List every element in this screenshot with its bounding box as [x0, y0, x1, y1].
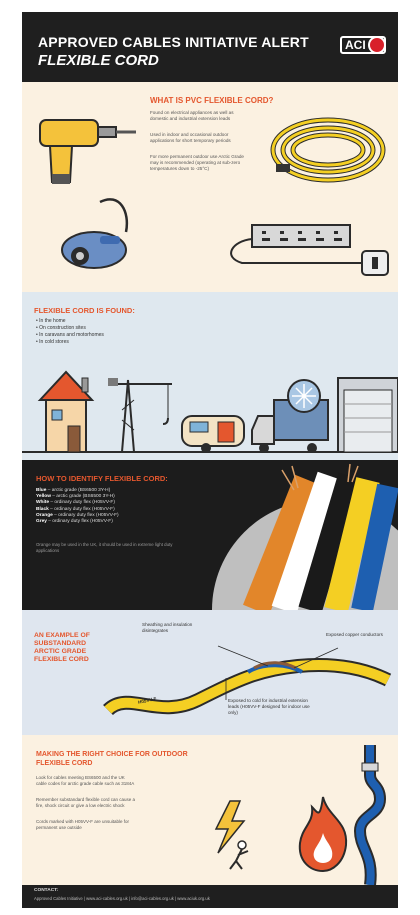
- header-subtitle: FLEXIBLE CORD: [38, 52, 159, 69]
- colour-code-row: White – ordinary duty flex (H05VV-F): [36, 500, 115, 506]
- house-icon: [37, 370, 95, 453]
- choice-paragraph: Remember substandard flexible cord can c…: [36, 797, 136, 808]
- footer-contact[interactable]: Approved Cables Initiative | www.aci-cab…: [34, 896, 210, 901]
- example-heading: AN EXAMPLE OF SUBSTANDARD ARCTIC GRADE F…: [34, 632, 90, 663]
- blue-arctic-cable-icon: [353, 745, 387, 885]
- colour-code-row: Grey – ordinary duty flex (H05VV-F): [36, 519, 113, 525]
- damaged-cable-illustration: [103, 645, 392, 716]
- list-item: • In caravans and motorhomes: [36, 332, 104, 338]
- header-title: APPROVED CABLES INITIATIVE ALERT: [38, 34, 309, 50]
- coiled-yellow-cable-icon: [270, 117, 386, 183]
- drill-icon: [39, 119, 136, 184]
- truck-icon: [251, 379, 329, 453]
- colour-code-row: Black – ordinary duty flex (H05VV-F): [36, 506, 115, 512]
- vacuum-cleaner-icon: [61, 198, 129, 269]
- footer: CONTACT: Approved Cables Initiative | ww…: [22, 885, 398, 908]
- what-is-heading: WHAT IS PVC FLEXIBLE CORD?: [150, 96, 274, 105]
- cable-cross-section-icon: [212, 463, 398, 610]
- logo-text: ACI: [345, 38, 366, 52]
- what-is-paragraph: For more permanent outdoor use Arctic Gr…: [150, 154, 244, 171]
- header: APPROVED CABLES INITIATIVE ALERT FLEXIBL…: [22, 12, 398, 82]
- identify-section: HOW TO IDENTIFY FLEXIBLE CORD: Blue – ar…: [22, 460, 398, 610]
- what-is-section: WHAT IS PVC FLEXIBLE CORD? Found on elec…: [22, 82, 398, 292]
- logo-plug-icon: [368, 36, 386, 54]
- fire-icon: [298, 796, 348, 873]
- identify-note: Orange may be used in the UK, it should …: [36, 542, 173, 553]
- found-list: • In the home • On construction sites • …: [36, 318, 104, 346]
- colour-code-list: Blue – arctic grade (BS6500 3Y-H) Yellow…: [36, 488, 119, 525]
- cold-store-icon: [337, 377, 398, 453]
- locations-scene: [22, 370, 398, 453]
- colour-code-row: Blue – arctic grade (BS6500 3Y-H): [36, 488, 111, 493]
- annotation-copper: Exposed copper conductors: [326, 632, 383, 637]
- list-item: • In cold stores: [36, 339, 69, 345]
- choice-paragraph: Cords marked with H05VV-F are unsuitable…: [36, 819, 130, 830]
- what-is-paragraph: Used in indoor and occasional outdoor ap…: [150, 132, 231, 143]
- footer-label: CONTACT:: [34, 888, 59, 893]
- annotation-exposed: Exposed to cold for industrial extension…: [228, 698, 310, 715]
- aci-logo: ACI: [340, 36, 386, 54]
- where-found-section: FLEXIBLE CORD IS FOUND: • In the home • …: [22, 292, 398, 460]
- infographic: APPROVED CABLES INITIATIVE ALERT FLEXIBL…: [22, 12, 398, 908]
- crane-icon: [108, 378, 172, 453]
- choice-heading: MAKING THE RIGHT CHOICE FOR OUTDOOR FLEX…: [36, 751, 188, 767]
- caravan-icon: [181, 415, 245, 453]
- list-item: • In the home: [36, 318, 66, 324]
- electric-shock-icon: [214, 800, 249, 870]
- extension-lead-icon: [230, 224, 389, 276]
- list-item: • On construction sites: [36, 325, 86, 331]
- substandard-example-section: AN EXAMPLE OF SUBSTANDARD ARCTIC GRADE F…: [22, 610, 398, 735]
- annotation-sheathing: Sheathing and insulation disintegrates: [142, 622, 193, 633]
- colour-code-row: Orange – ordinary duty flex (H05VV-F): [36, 512, 119, 518]
- colour-code-row: Yellow – arctic grade (BS6500 3Y-H): [36, 494, 115, 500]
- right-choice-section: MAKING THE RIGHT CHOICE FOR OUTDOOR FLEX…: [22, 735, 398, 885]
- found-heading: FLEXIBLE CORD IS FOUND:: [34, 306, 135, 315]
- what-is-paragraph: Found on electrical appliances as well a…: [150, 110, 234, 121]
- identify-heading: HOW TO IDENTIFY FLEXIBLE CORD:: [36, 474, 168, 483]
- choice-paragraph: Look for cables meeting BS6500 and the U…: [36, 775, 135, 786]
